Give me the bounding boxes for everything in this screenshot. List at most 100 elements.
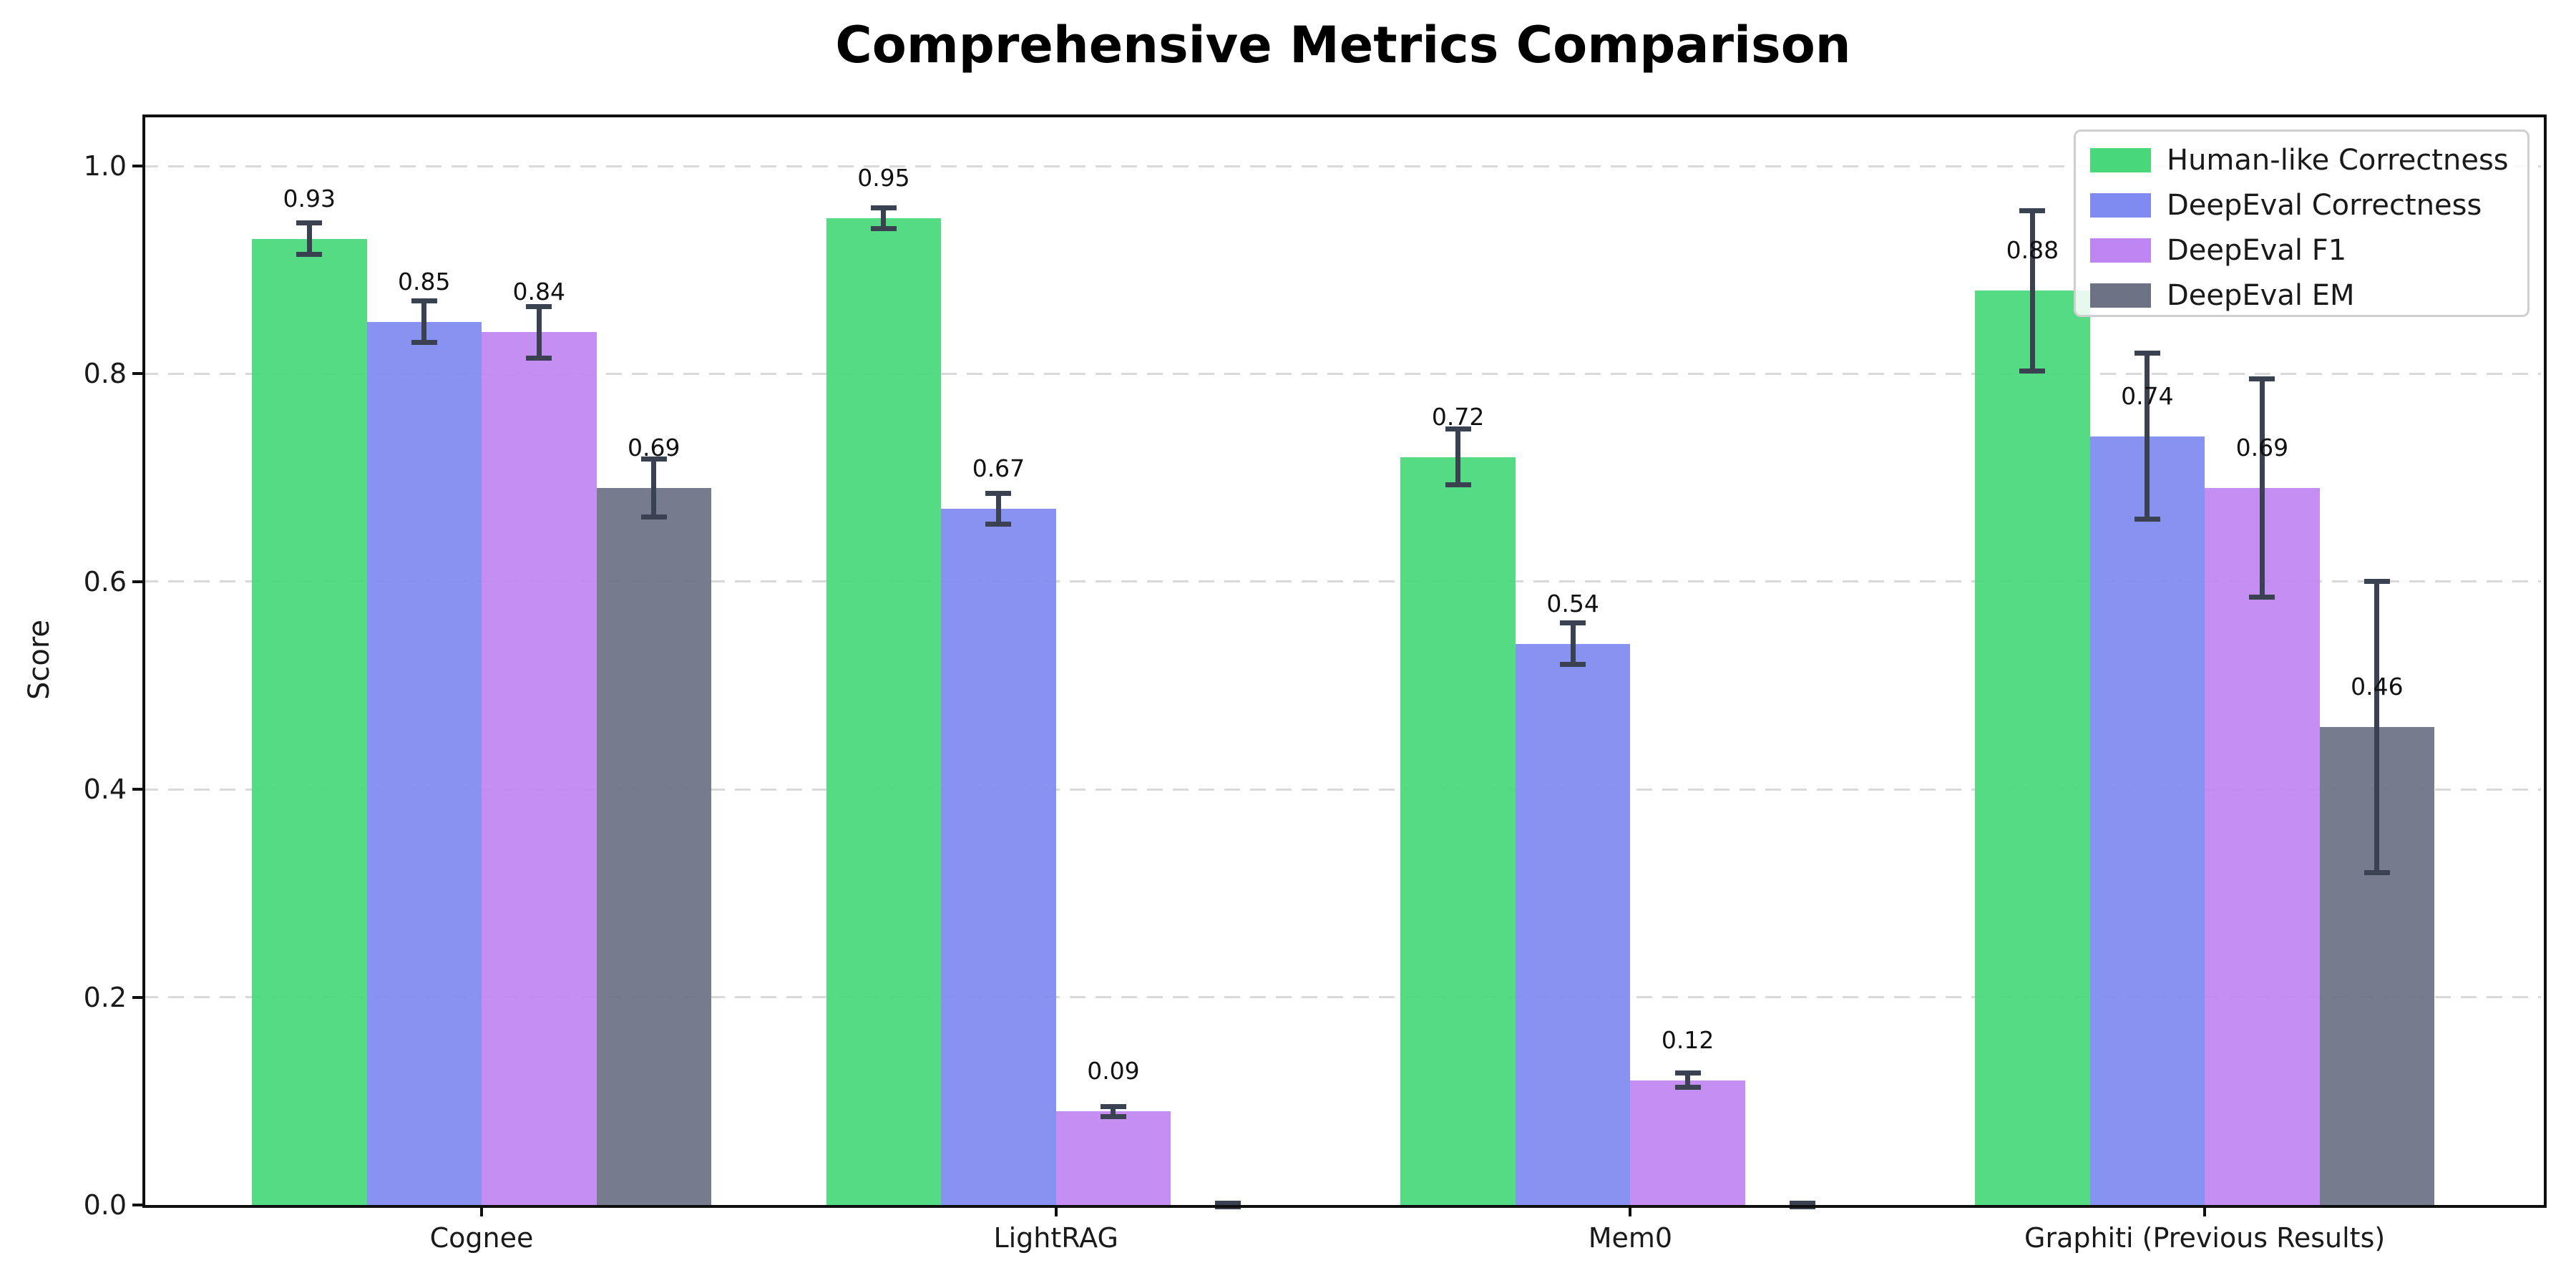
error-bar-cap-bottom	[2363, 869, 2390, 875]
x-tick-label: Mem0	[1588, 1222, 1673, 1254]
legend-label: Human-like Correctness	[2167, 144, 2509, 177]
y-tick	[132, 788, 142, 791]
error-bar	[995, 493, 1001, 525]
error-bar-cap-bottom	[1674, 1085, 1701, 1091]
chart-title: Comprehensive Metrics Comparison	[835, 16, 1851, 74]
error-bar-cap-bottom	[2019, 368, 2046, 374]
error-bar	[306, 223, 312, 255]
error-bar-cap-top	[411, 298, 437, 304]
legend-item: DeepEval Correctness	[2090, 190, 2482, 221]
value-label: 0.93	[283, 184, 336, 213]
y-tick-label: 0.6	[83, 565, 127, 597]
bar-human-like-correctness	[826, 218, 942, 1205]
error-bar-cap-top	[1445, 426, 1471, 431]
legend-label: DeepEval EM	[2167, 279, 2355, 312]
y-tick-label: 0.0	[83, 1189, 127, 1221]
value-label: 0.85	[398, 267, 451, 296]
value-label: 0.54	[1546, 589, 1599, 618]
value-label: 0.72	[1431, 402, 1485, 431]
bar-deepeval-f1	[1055, 1111, 1171, 1205]
error-bar	[421, 301, 427, 343]
error-bar-cap-top	[296, 220, 323, 226]
legend-item: DeepEval EM	[2090, 280, 2354, 311]
value-label: 0.88	[2006, 236, 2059, 265]
error-bar-cap-bottom	[985, 522, 1012, 527]
bar-deepeval-em	[596, 488, 711, 1205]
axes-frame	[142, 114, 2547, 1208]
error-bar-cap-top	[2134, 350, 2160, 356]
bar-deepeval-correctness	[2089, 436, 2205, 1205]
gridline	[142, 580, 2541, 583]
x-tick	[2203, 1205, 2207, 1216]
y-tick-label: 0.8	[83, 358, 127, 390]
legend-item: DeepEval F1	[2090, 235, 2346, 266]
gridline	[142, 165, 2541, 167]
y-tick-label: 1.0	[83, 150, 127, 182]
error-bar	[536, 306, 542, 358]
error-bar-cap-bottom	[526, 356, 552, 361]
value-label: 0.09	[1087, 1057, 1140, 1085]
error-bar	[2259, 379, 2265, 597]
error-bar	[2145, 353, 2150, 519]
error-bar-cap-top	[1560, 620, 1586, 626]
error-bar	[1570, 623, 1576, 665]
x-tick	[1054, 1205, 1058, 1216]
legend-label: DeepEval Correctness	[2167, 189, 2482, 222]
error-bar-cap-top	[1790, 1200, 1816, 1206]
bar-deepeval-correctness	[366, 321, 482, 1205]
bar-deepeval-f1	[482, 332, 597, 1205]
bar-human-like-correctness	[1400, 457, 1516, 1205]
y-tick	[132, 372, 142, 376]
bar-human-like-correctness	[1975, 291, 2090, 1205]
bar-human-like-correctness	[252, 238, 367, 1205]
error-bar-cap-bottom	[1445, 482, 1471, 488]
error-bar	[1685, 1073, 1691, 1088]
error-bar-cap-top	[526, 303, 552, 309]
bar-deepeval-correctness	[941, 509, 1056, 1205]
gridline	[142, 372, 2541, 375]
x-tick-label: LightRAG	[993, 1222, 1118, 1254]
value-label: 0.84	[512, 278, 565, 306]
x-tick	[1629, 1205, 1632, 1216]
error-bar-cap-bottom	[2134, 517, 2160, 522]
error-bar	[1111, 1106, 1116, 1117]
error-bar-cap-bottom	[640, 514, 667, 520]
y-tick-label: 0.2	[83, 981, 127, 1013]
value-label: 0.95	[857, 163, 910, 192]
legend: Human-like Correctness DeepEval Correctn…	[2074, 130, 2529, 317]
error-bar-cap-top	[1100, 1103, 1126, 1109]
legend-swatch-deepeval-f1	[2090, 238, 2151, 263]
error-bar-cap-top	[2363, 579, 2390, 585]
bar-deepeval-f1	[2205, 488, 2320, 1205]
error-bar	[651, 459, 657, 517]
y-tick	[132, 1204, 142, 1206]
legend-item: Human-like Correctness	[2090, 145, 2509, 176]
error-bar-cap-top	[2019, 208, 2046, 213]
y-tick	[132, 580, 142, 583]
error-bar-cap-bottom	[870, 225, 897, 231]
legend-label: DeepEval F1	[2167, 234, 2347, 267]
gridline	[142, 996, 2541, 999]
y-axis-label: Score	[23, 619, 56, 701]
error-bar	[2374, 581, 2380, 873]
bar-deepeval-correctness	[1515, 643, 1631, 1205]
y-tick-label: 0.4	[83, 774, 127, 806]
legend-swatch-deepeval-em	[2090, 283, 2151, 308]
x-tick	[480, 1205, 483, 1216]
error-bar	[1455, 429, 1461, 485]
error-bar-cap-bottom	[296, 251, 323, 257]
error-bar-cap-top	[870, 205, 897, 210]
error-bar-cap-bottom	[2249, 595, 2275, 600]
value-label: 0.67	[972, 454, 1025, 483]
error-bar-cap-bottom	[1560, 662, 1586, 668]
y-tick	[132, 995, 142, 999]
value-label: 0.69	[628, 434, 680, 462]
error-bar-cap-top	[2249, 376, 2275, 382]
error-bar-cap-top	[985, 490, 1012, 496]
error-bar-cap-bottom	[1100, 1114, 1126, 1120]
